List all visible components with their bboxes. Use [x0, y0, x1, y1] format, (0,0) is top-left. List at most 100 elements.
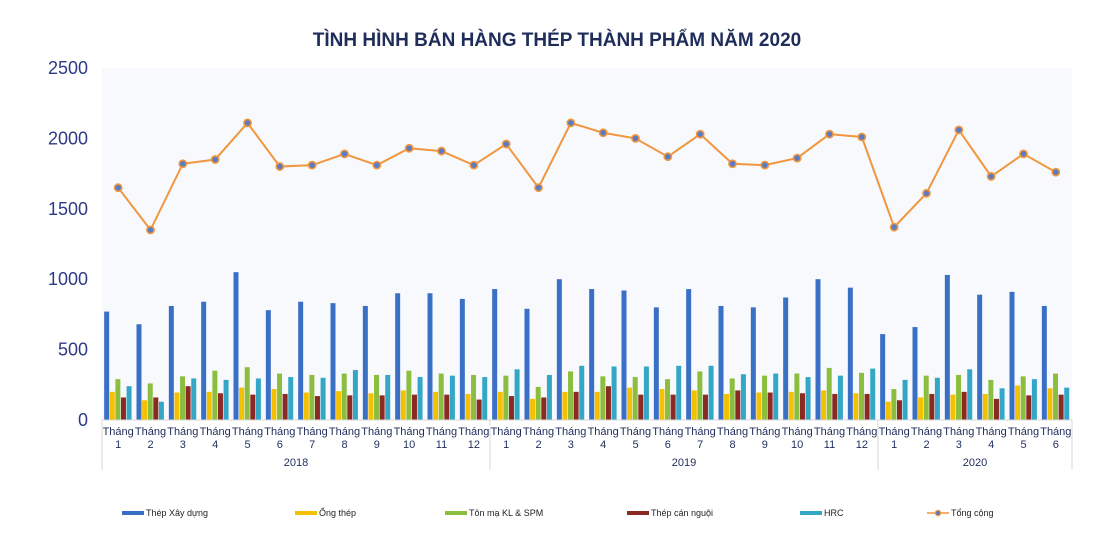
bar: [912, 327, 918, 420]
bar: [659, 389, 665, 420]
bar: [109, 391, 115, 420]
bar: [864, 393, 870, 420]
bar: [411, 394, 417, 420]
legend-swatch: [122, 511, 144, 515]
x-tick-label: Tháng: [620, 426, 651, 438]
bar: [362, 305, 368, 420]
bar: [265, 310, 271, 420]
bar: [379, 395, 385, 420]
bar: [826, 367, 832, 420]
legend-swatch: [295, 511, 317, 515]
legend-swatch: [445, 511, 467, 515]
x-tick-label: Tháng: [1008, 426, 1039, 438]
bar: [929, 393, 935, 420]
bar: [885, 401, 891, 420]
bar: [406, 370, 412, 420]
x-tick-label: 2: [147, 439, 153, 451]
bar: [556, 279, 562, 420]
bar: [303, 392, 309, 420]
bar: [880, 334, 886, 420]
x-tick-label: Tháng: [685, 426, 716, 438]
bar: [918, 397, 924, 420]
y-tick-label: 500: [58, 340, 88, 360]
line-point: [566, 118, 576, 128]
x-tick-label: 11: [436, 439, 447, 451]
plot-background: [102, 68, 1072, 420]
bar: [288, 377, 294, 420]
bar: [546, 374, 552, 420]
x-tick-label: 6: [277, 439, 283, 451]
bar: [621, 290, 627, 420]
line-point: [792, 153, 802, 163]
x-tick-label: 3: [568, 439, 574, 451]
line-point: [889, 222, 899, 232]
bar: [1009, 291, 1015, 420]
bar: [104, 311, 110, 420]
bar: [670, 394, 676, 420]
bar: [541, 397, 547, 420]
x-tick-label: 8: [341, 439, 347, 451]
line-point: [1019, 149, 1028, 159]
x-tick-label: 4: [212, 439, 218, 451]
x-tick-label: Tháng: [394, 426, 425, 438]
bar: [735, 390, 741, 420]
x-tick-label: 10: [403, 439, 415, 451]
bar: [718, 305, 724, 420]
bar: [724, 393, 730, 420]
line-point: [695, 129, 705, 139]
x-tick-label: Tháng: [361, 426, 392, 438]
bar: [244, 367, 250, 420]
bar: [805, 377, 811, 420]
bar: [142, 400, 148, 420]
x-tick-label: 9: [762, 439, 768, 451]
line-point: [598, 128, 608, 138]
total-line: [117, 121, 1057, 232]
bar: [859, 372, 865, 420]
legend-swatch: [800, 511, 822, 515]
x-tick-label: 9: [374, 439, 380, 451]
line-point: [340, 149, 349, 159]
x-tick-label: Tháng: [103, 426, 134, 438]
line-point: [210, 155, 220, 164]
bar: [896, 400, 902, 420]
bar: [815, 279, 821, 420]
bar: [471, 374, 477, 420]
bar: [697, 371, 703, 420]
bar: [853, 393, 859, 420]
bar: [1047, 388, 1053, 420]
bar: [1053, 373, 1059, 420]
line-point: [922, 188, 931, 198]
bar: [1041, 305, 1047, 420]
bar: [750, 307, 756, 420]
x-tick-label: 1: [503, 439, 509, 451]
bar: [417, 377, 423, 420]
bar: [632, 377, 638, 420]
bar: [773, 373, 779, 420]
bar: [967, 369, 973, 420]
x-tick-label: 5: [1020, 439, 1026, 451]
bar: [427, 293, 433, 420]
bar: [465, 393, 471, 420]
y-tick-label: 0: [78, 410, 88, 430]
bar: [702, 394, 708, 420]
x-tick-label: 11: [824, 439, 835, 451]
line-point: [534, 183, 543, 193]
y-tick-label: 1000: [48, 269, 88, 289]
bar: [368, 393, 374, 420]
x-tick-label: 3: [180, 439, 186, 451]
bar: [1026, 395, 1032, 420]
bar: [347, 395, 353, 420]
bar: [799, 393, 805, 420]
bar: [438, 373, 444, 420]
x-tick-label: Tháng: [264, 426, 295, 438]
x-tick-label: Tháng: [911, 426, 942, 438]
bar: [136, 324, 142, 420]
x-tick-label: Tháng: [523, 426, 554, 438]
bar: [233, 272, 239, 420]
bar: [158, 401, 164, 420]
bar: [993, 398, 999, 420]
bar: [482, 377, 488, 420]
x-tick-label: Tháng: [297, 426, 328, 438]
x-tick-label: 2: [535, 439, 541, 451]
x-tick-label: Tháng: [426, 426, 457, 438]
